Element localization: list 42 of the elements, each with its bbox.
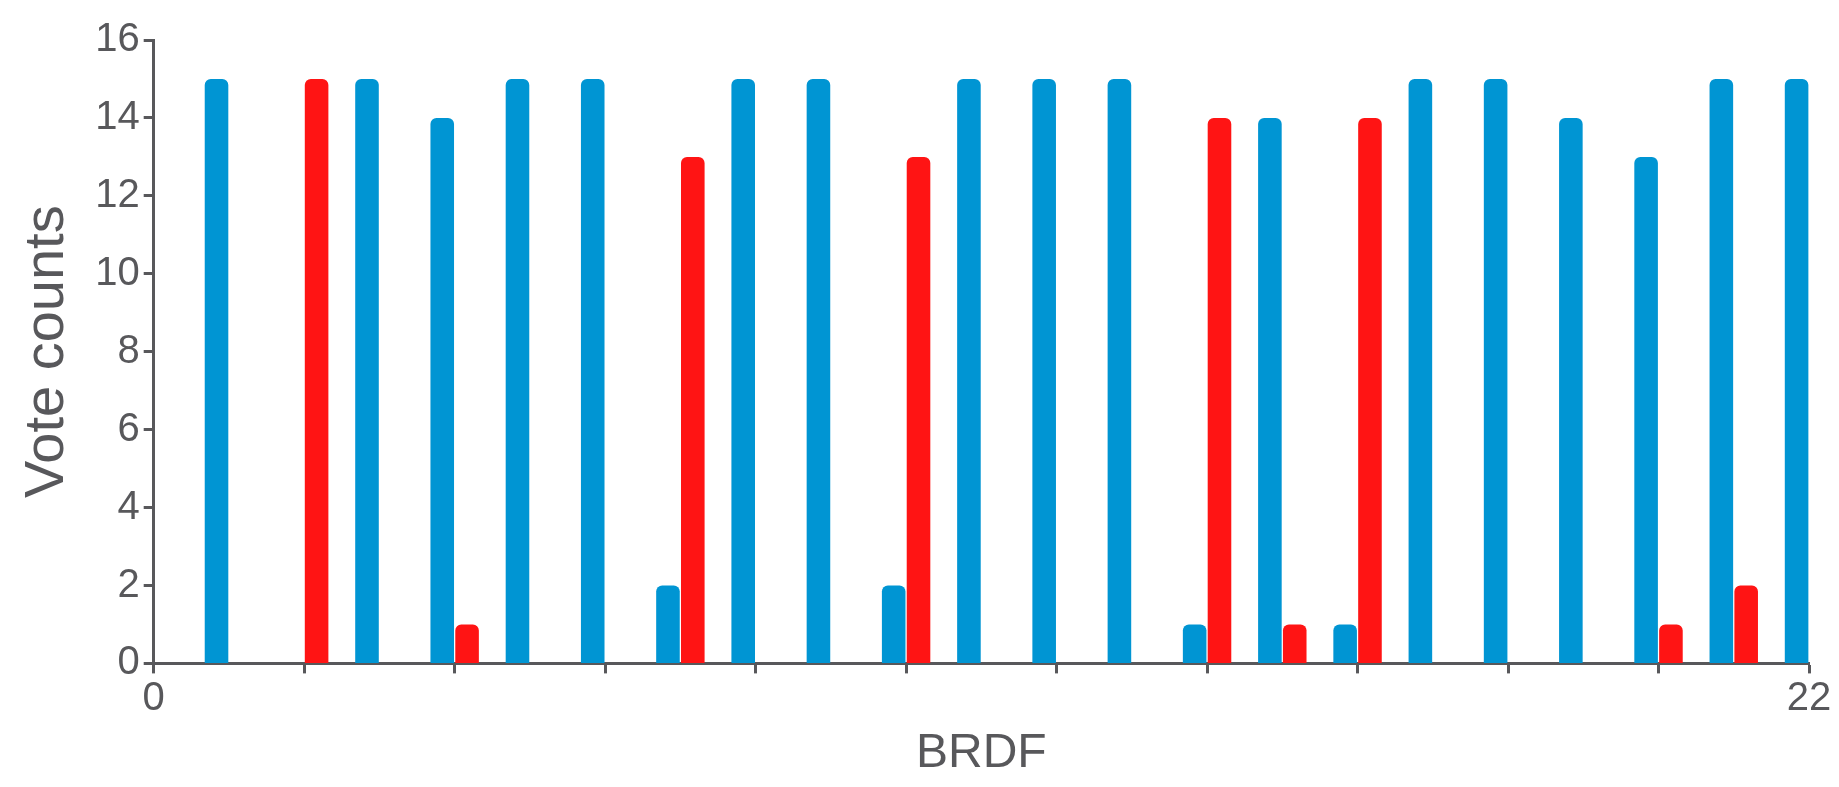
bar <box>906 156 931 663</box>
x-tick-label: 22 <box>1786 674 1832 719</box>
bar <box>1333 624 1357 663</box>
bar <box>1107 78 1132 663</box>
bar <box>355 78 379 663</box>
y-tick-label: 6 <box>117 404 140 449</box>
bar <box>1734 585 1758 663</box>
y-tick-label: 14 <box>95 92 140 137</box>
y-tick-label: 2 <box>117 560 140 605</box>
y-axis-title: Vote counts <box>12 205 76 499</box>
bar <box>455 624 479 663</box>
bar <box>1784 78 1809 663</box>
bar <box>731 78 755 663</box>
bar <box>204 78 229 663</box>
bar <box>881 585 906 663</box>
y-tick-label: 0 <box>117 638 140 683</box>
bar <box>1408 78 1433 663</box>
bar <box>304 78 329 663</box>
bar <box>1182 624 1207 663</box>
bar <box>1559 117 1583 663</box>
bar <box>1282 624 1307 663</box>
y-tick-label: 12 <box>95 170 140 215</box>
bar <box>1207 117 1232 663</box>
bar <box>1483 78 1508 663</box>
bar <box>1358 117 1382 663</box>
y-tick-label: 16 <box>95 15 140 60</box>
bar <box>806 78 831 663</box>
y-tick-label: 4 <box>117 482 140 527</box>
bar <box>1634 156 1658 663</box>
bar <box>1032 78 1056 663</box>
y-tick-label: 8 <box>117 326 140 371</box>
bar <box>681 156 705 663</box>
bar <box>430 117 455 663</box>
bar <box>580 78 605 663</box>
bar <box>1659 624 1683 663</box>
y-tick-label: 10 <box>95 248 140 293</box>
bar <box>505 78 530 663</box>
bar <box>1258 117 1282 663</box>
bar <box>1709 78 1734 663</box>
bar <box>957 78 981 663</box>
bar <box>656 585 680 663</box>
x-axis-title: BRDF <box>916 724 1047 778</box>
